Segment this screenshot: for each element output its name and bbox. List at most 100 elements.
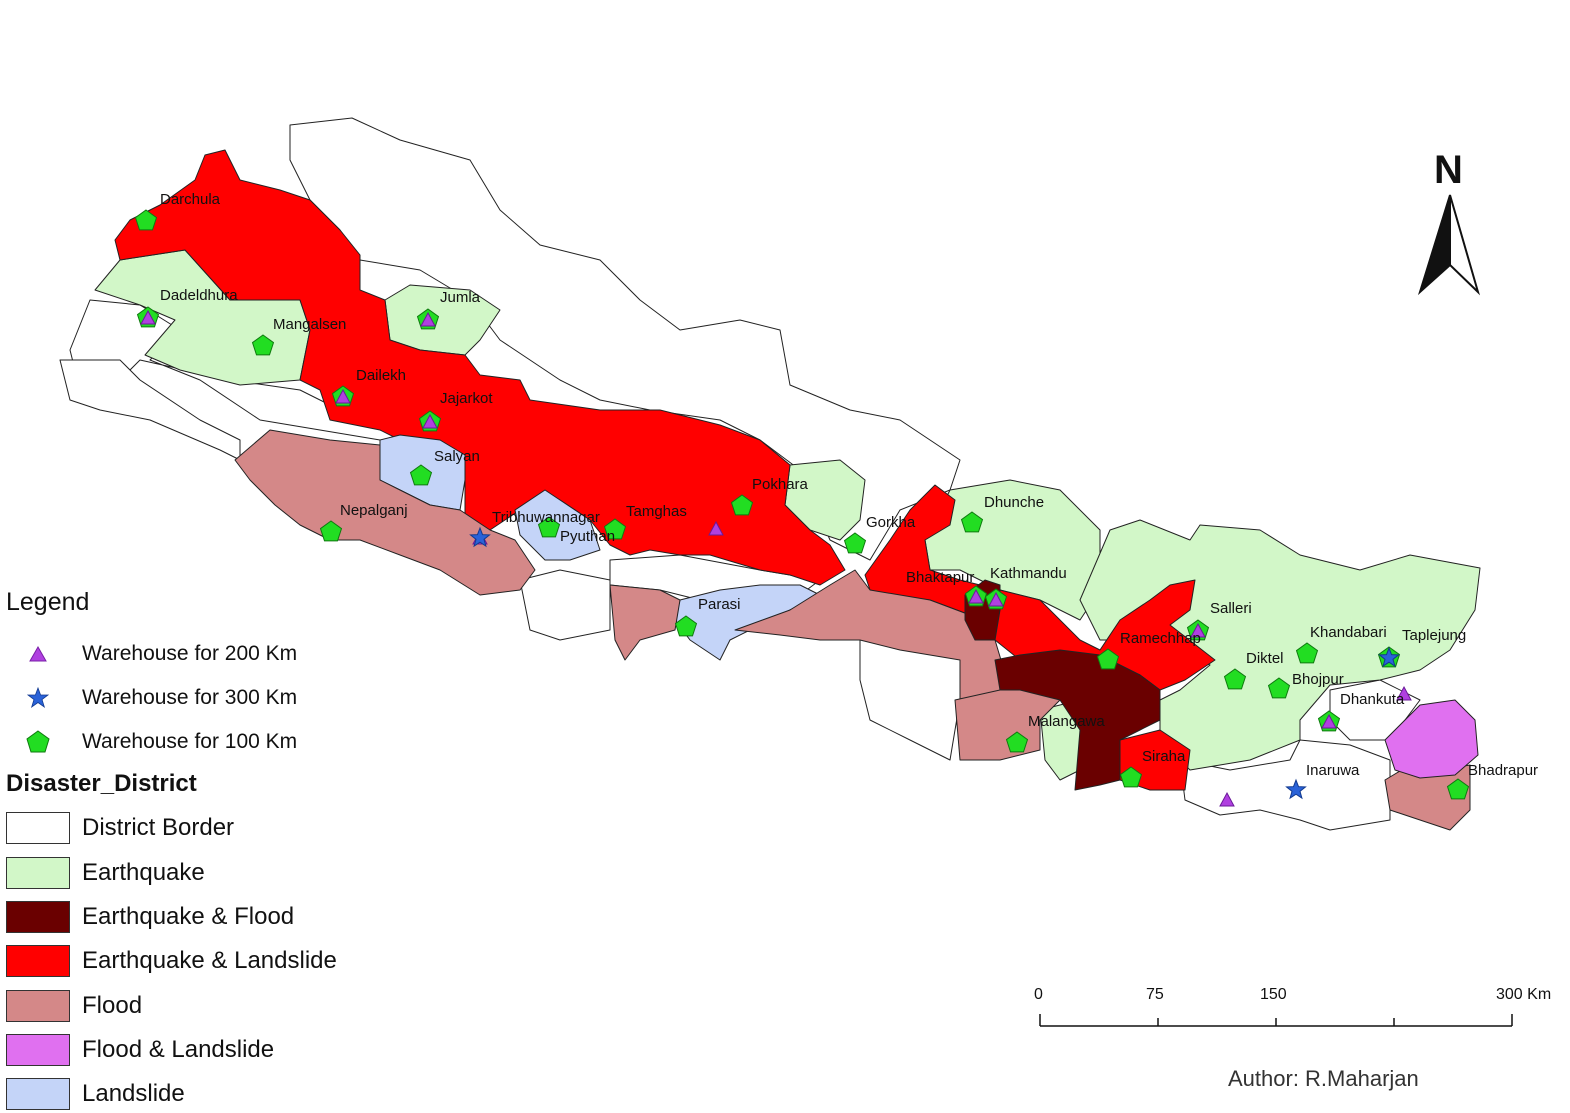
place-label: Inaruwa: [1306, 762, 1360, 779]
place-label: Tamghas: [626, 503, 687, 520]
place-label: Tribhuwannagar: [492, 509, 600, 526]
place-label: Jajarkot: [440, 390, 493, 407]
warehouse-200-marker: [1190, 622, 1206, 638]
legend-class-title: Disaster_District: [6, 770, 197, 797]
scale-bar: [1039, 1014, 1513, 1027]
warehouse-200-marker: [1321, 713, 1337, 729]
warehouse-200-marker: [968, 588, 984, 604]
warehouse-300-marker: [469, 526, 491, 548]
scale-end-label: 300 Km: [1496, 986, 1552, 1003]
warehouse-300-marker: [1378, 646, 1400, 668]
flood-landslide-districts: [1384, 699, 1479, 779]
warehouse-100-marker: [319, 520, 343, 542]
place-label: Jumla: [440, 289, 481, 306]
legend-label: Earthquake & Landslide: [82, 947, 337, 974]
legend-item-earthquake: Earthquake: [6, 855, 205, 891]
warehouse-100-marker: [674, 615, 698, 637]
warehouse-200-marker: [420, 311, 436, 327]
warehouse-100-marker: [537, 516, 561, 538]
place-label: Dadeldhura: [160, 287, 238, 304]
place-label: Nepalganj: [340, 502, 408, 519]
warehouse-100-marker: [134, 209, 158, 231]
warehouse-100-marker: [1223, 668, 1247, 690]
place-label: Bhojpur: [1292, 671, 1344, 688]
place-label: Ramechhap: [1120, 630, 1201, 647]
legend-swatch: [6, 1034, 70, 1066]
legend-item-flood: Flood: [6, 988, 142, 1024]
legend-swatch: [6, 990, 70, 1022]
legend-item-earthquake-landslide: Earthquake & Landslide: [6, 943, 337, 979]
legend-label: District Border: [82, 814, 235, 841]
place-label: Dhunche: [984, 494, 1044, 511]
district-ilam: [1384, 699, 1479, 779]
place-label: Siraha: [1142, 748, 1186, 765]
legend-swatch: [6, 945, 70, 977]
legend-swatch: [6, 857, 70, 889]
scale-tick-label: 0: [1034, 986, 1043, 1003]
warehouse-100-marker: [1446, 778, 1470, 800]
district-nepalganj: [234, 429, 536, 596]
place-label: Malangawa: [1028, 713, 1105, 730]
legend-label: Warehouse for 300 Km: [82, 686, 298, 709]
district-southeast: [1179, 739, 1391, 831]
warehouse-100-marker: [1267, 677, 1291, 699]
place-label: Kathmandu: [990, 565, 1067, 582]
district-northwest: [289, 117, 961, 561]
place-label: Darchula: [160, 191, 221, 208]
place-label: Dailekh: [356, 367, 406, 384]
district-southwest: [519, 569, 611, 641]
district-sindhuli: [994, 649, 1161, 791]
legend-item-warehouse-200: Warehouse for 200 Km: [6, 636, 297, 672]
district-gorkha-east: [864, 484, 1216, 691]
legend-item-earthquake-flood: Earthquake & Flood: [6, 899, 294, 935]
legend-swatch: [6, 812, 70, 844]
legend-label: Flood & Landslide: [82, 1036, 275, 1063]
place-label: Salyan: [434, 448, 480, 465]
place-label: Bhaktapur: [906, 569, 974, 586]
place-label: Taplejung: [1402, 627, 1466, 644]
warehouse-markers: [134, 209, 1470, 807]
legend-title: Legend: [6, 588, 90, 616]
legend-label: Earthquake: [82, 859, 205, 886]
north-label: N: [1434, 148, 1463, 192]
warehouse-100-marker: [730, 494, 754, 516]
legend-label: Earthquake & Flood: [82, 903, 295, 930]
place-label: Pyuthan: [560, 528, 615, 545]
warehouse-200-marker: [422, 413, 438, 429]
north-arrow: [1417, 194, 1480, 296]
place-label: Parasi: [698, 596, 741, 613]
warehouse-100-marker: [1119, 766, 1143, 788]
place-label: Khandabari: [1310, 624, 1387, 641]
legend-label: Warehouse for 200 Km: [82, 642, 298, 665]
flood-districts: [234, 429, 1471, 831]
warehouse-100-marker: [1295, 642, 1319, 664]
legend-swatch: [6, 901, 70, 933]
scale-tick-label: 75: [1146, 986, 1164, 1003]
pentagon-icon: [6, 726, 70, 758]
warehouse-200-marker: [1219, 791, 1235, 807]
warehouse-100-marker: [1005, 731, 1029, 753]
place-label: Pokhara: [752, 476, 809, 493]
legend-label: Warehouse for 100 Km: [82, 730, 298, 753]
triangle-icon: [6, 638, 70, 670]
warehouse-200-marker: [988, 591, 1004, 607]
scale-tick-label: 150: [1260, 986, 1287, 1003]
warehouse-100-marker: [251, 334, 275, 356]
warehouse-100-marker: [409, 464, 433, 486]
warehouse-100-marker: [960, 511, 984, 533]
star-icon: [6, 682, 70, 714]
legend-swatch: [6, 1078, 70, 1110]
warehouse-100-marker: [843, 532, 867, 554]
district-darchula: [114, 149, 846, 586]
warehouse-100-marker: [1096, 648, 1120, 670]
warehouse-200-marker: [335, 388, 351, 404]
place-label: Gorkha: [866, 514, 916, 531]
district-central-flood: [609, 584, 681, 661]
legend-item-flood-landslide: Flood & Landslide: [6, 1032, 274, 1068]
warehouse-300-marker: [1285, 778, 1307, 800]
legend-item-landslide: Landslide: [6, 1076, 185, 1112]
warehouse-200-marker: [1396, 685, 1412, 701]
warehouse-200-marker: [708, 520, 724, 536]
place-label: Mangalsen: [273, 316, 346, 333]
